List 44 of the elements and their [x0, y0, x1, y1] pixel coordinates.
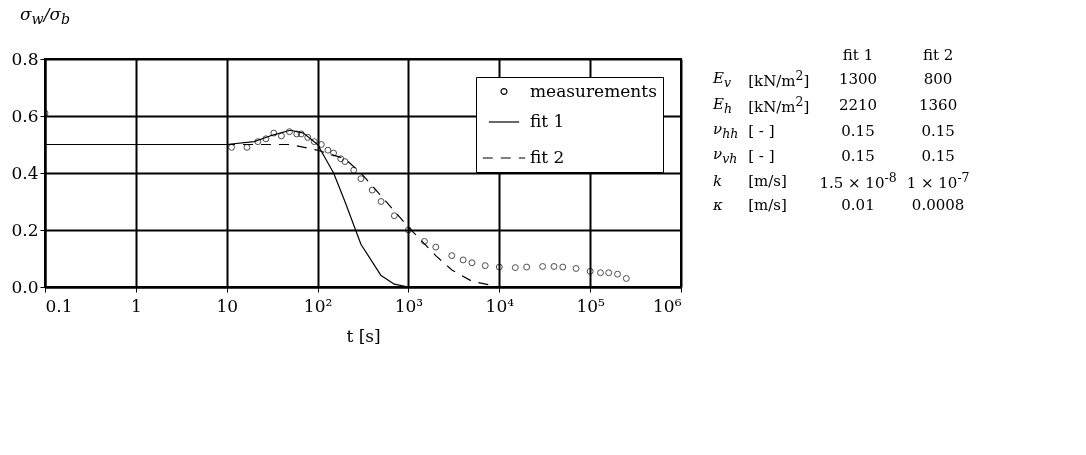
text: 0.01: [840, 195, 876, 216]
text: ν$_{hh}$: [712, 119, 740, 143]
legend-label: fit 1: [530, 111, 565, 131]
x-axis-title: t [s]: [346, 325, 381, 346]
x-tick-label: 10: [216, 295, 239, 316]
text: 0.0008: [910, 195, 966, 216]
y-tick-label: 0.6: [11, 105, 39, 126]
x-tick-label: 10⁴: [485, 295, 515, 316]
y-tick-label: 0.2: [11, 219, 39, 240]
text: 0.15: [840, 145, 876, 167]
y-tick-label: 0.8: [11, 48, 39, 69]
text: [ - ]: [747, 145, 776, 167]
text: E$_{v}$: [712, 67, 732, 92]
text: ν$_{vh}$: [712, 144, 739, 168]
text: [m/s]: [747, 195, 788, 216]
text: 1 × 10$^{-7}$: [905, 169, 971, 194]
text: κ: [712, 195, 724, 216]
x-tick-label: 10⁵: [576, 295, 606, 316]
x-tick-label: 10⁶: [653, 295, 682, 316]
text: [ - ]: [747, 120, 776, 142]
legend-label: fit 2: [530, 147, 565, 167]
text: 0.15: [920, 120, 956, 142]
text: [kN/m$^{2}$]: [747, 93, 811, 118]
text: 800: [922, 69, 954, 90]
text: 1.5 × 10$^{-8}$: [818, 169, 898, 194]
x-tick-label: 10³: [394, 295, 424, 316]
x-tick-label: 1: [130, 295, 142, 316]
x-tick-label: 10²: [303, 295, 333, 316]
text: fit 1: [841, 45, 875, 66]
legend-label: measurements: [530, 80, 657, 101]
y-tick-label: 0.4: [11, 162, 39, 183]
text: [m/s]: [747, 171, 788, 192]
text: E$_{h}$: [712, 93, 733, 118]
y-axis-title: σ$_{w}$/σ$_{b}$: [20, 4, 71, 28]
text: 1300: [837, 69, 879, 90]
text: k: [712, 171, 724, 192]
text: fit 2: [921, 45, 955, 66]
text: 0.15: [920, 145, 956, 167]
x-tick-label: 0.1: [45, 295, 73, 316]
text: [kN/m$^{2}$]: [747, 67, 811, 92]
y-tick-label: 0.0: [11, 276, 39, 297]
text: 1360: [918, 95, 959, 116]
text: 0.15: [840, 120, 876, 142]
text: 2210: [837, 95, 879, 116]
